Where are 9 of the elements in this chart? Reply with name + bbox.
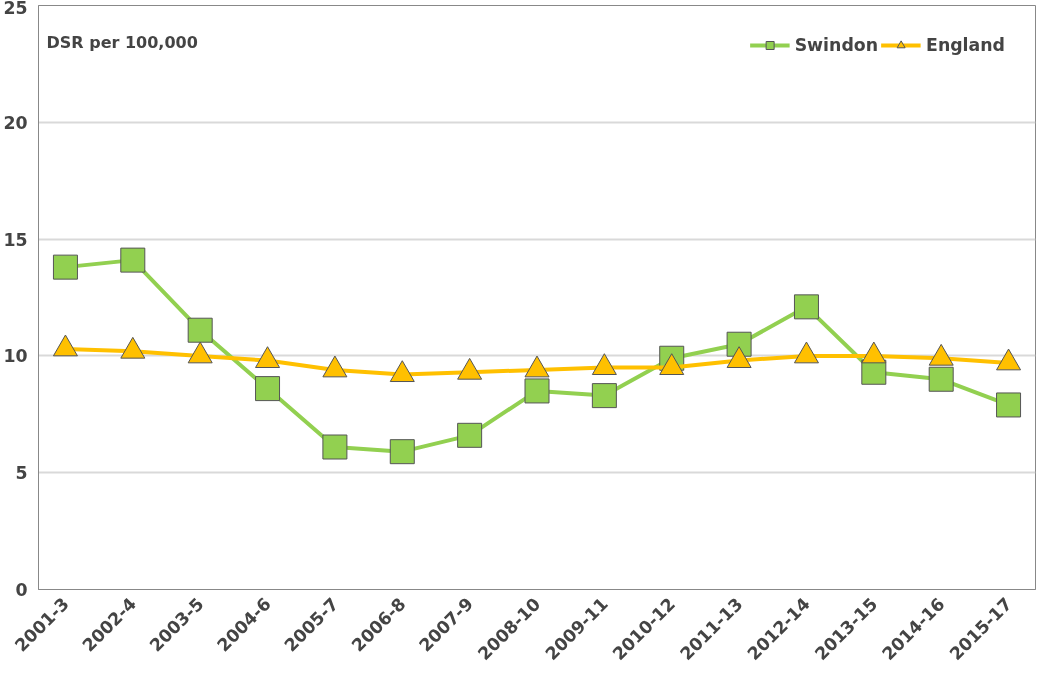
legend-label: Swindon (794, 35, 879, 55)
y-tick-label: 25 (3, 0, 28, 18)
legend-label: England (926, 35, 1005, 55)
y-tick-label: 10 (3, 346, 28, 367)
y-tick-label: 0 (15, 580, 28, 600)
y-tick-label: 20 (3, 112, 28, 133)
y-tick-label: 5 (15, 463, 28, 484)
y-axis-title: DSR per 100,000 (46, 33, 198, 53)
y-tick-label: 15 (3, 229, 28, 250)
